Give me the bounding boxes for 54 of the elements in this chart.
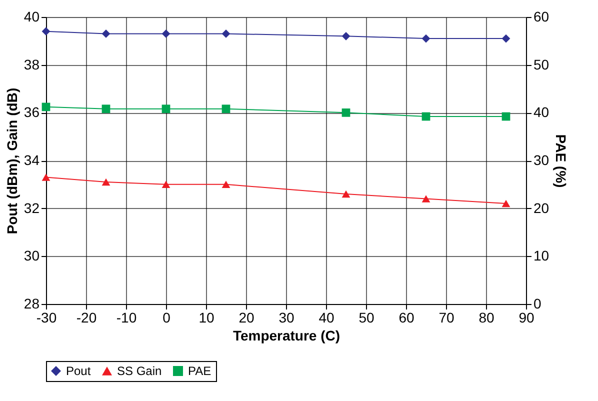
- x-tick-label: 30: [278, 310, 294, 326]
- point: [422, 195, 430, 202]
- point: [422, 34, 430, 43]
- y2-tick-label: 20: [534, 200, 550, 216]
- x-tick-label: 40: [318, 310, 334, 326]
- y-tick-label: 36: [24, 104, 40, 120]
- point: [222, 30, 230, 38]
- x-tick-label: 50: [358, 310, 374, 326]
- point: [102, 104, 110, 114]
- x-tick-label: 80: [478, 310, 494, 326]
- point: [342, 32, 350, 40]
- y-tick-label: 38: [24, 56, 40, 72]
- x-tick-label: 20: [238, 310, 254, 326]
- point: [42, 27, 50, 36]
- y2-axis-title: PAE (%): [553, 134, 570, 188]
- point: [502, 112, 510, 121]
- y-tick-label: 28: [24, 296, 40, 312]
- y-tick-label: 40: [24, 8, 40, 24]
- point: [102, 178, 110, 186]
- x-tick-label: -30: [36, 310, 57, 326]
- point: [502, 34, 510, 43]
- y2-tick-label: 40: [534, 104, 550, 120]
- point: [162, 30, 170, 38]
- legend-label: PAE: [188, 364, 212, 378]
- y2-tick-label: 10: [534, 248, 550, 264]
- y2-tick-label: 30: [534, 152, 550, 168]
- point: [42, 102, 50, 112]
- x-tick-label: 70: [438, 310, 454, 326]
- point: [422, 112, 430, 121]
- y-tick-label: 34: [24, 152, 40, 168]
- x-tick-label: 0: [162, 310, 171, 326]
- point: [342, 108, 350, 117]
- point: [502, 200, 510, 208]
- point: [162, 180, 170, 188]
- point: [222, 180, 230, 188]
- y-tick-label: 30: [24, 248, 40, 264]
- legend-label: SS Gain: [117, 364, 162, 378]
- x-axis-title: Temperature (C): [232, 328, 340, 344]
- y2-tick-label: 60: [534, 8, 550, 24]
- y-tick-label: 32: [24, 200, 40, 216]
- y-axis-title: Pout (dBm), Gain (dB): [4, 88, 20, 234]
- x-tick-label: 90: [518, 310, 534, 326]
- point: [222, 104, 230, 114]
- point: [342, 190, 350, 198]
- x-tick-label: 10: [198, 310, 214, 326]
- point: [162, 104, 170, 114]
- x-tick-label: 60: [398, 310, 414, 326]
- x-tick-label: -10: [116, 310, 137, 326]
- point: [102, 30, 110, 38]
- point: [42, 174, 50, 181]
- x-tick-label: -20: [76, 310, 97, 326]
- y2-tick-label: 0: [534, 296, 542, 312]
- y2-tick-label: 50: [534, 56, 550, 72]
- legend-label: Pout: [66, 364, 92, 378]
